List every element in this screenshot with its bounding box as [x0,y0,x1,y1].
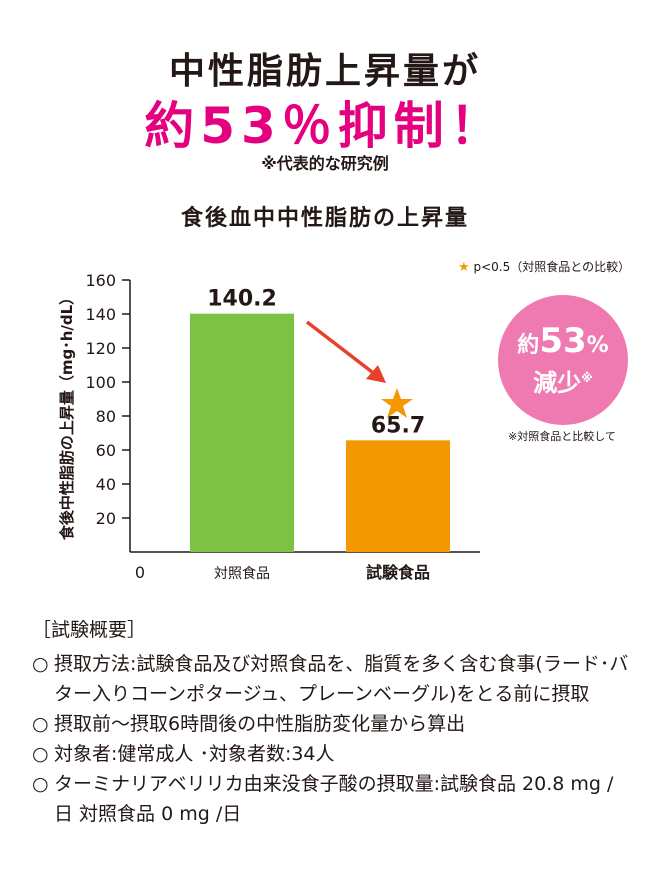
headline-note: ※代表的な研究例 [261,154,389,173]
x-category-label: 対照食品 [214,565,270,582]
significance-note: ★ p<0.5（対照食品との比較） [458,258,630,275]
y-zero-label: 0 [135,563,145,582]
y-tick-label: 20 [96,509,116,528]
y-axis-ticks: 160 140 120 100 80 60 40 20 [85,271,130,528]
y-tick-label: 60 [96,441,116,460]
study-summary: ［試験概要］ ○ 摂取方法:試験食品及び対照食品を、脂質を多く含む食事(ラード･バ… [32,615,632,829]
summary-item: ○ ターミナリアベリリカ由来没食子酸の摂取量:試験食品 20.8 mg /日 対照… [32,769,632,829]
decrease-arrow [305,320,378,377]
circle-bullet-icon: ○ [32,653,49,675]
significance-note-text: p<0.5（対照食品との比較） [473,260,631,274]
y-axis-label: 食後中性脂肪の上昇量（mg･h/dL） [58,290,76,540]
x-category-label: 試験食品 [366,563,430,582]
badge-number: 53 [539,321,587,361]
summary-item-text: 摂取前〜摂取6時間後の中性脂肪変化量から算出 [54,713,466,735]
badge-mark: ※ [581,371,593,385]
circle-bullet-icon: ○ [32,743,49,765]
summary-item-text: 対象者:健常成人 ･対象者数:34人 [54,743,335,765]
bar-2 [346,440,450,552]
summary-item: ○ 対象者:健常成人 ･対象者数:34人 [32,739,632,769]
headline-line2: 約53％抑制！ [144,97,506,155]
bar-value-label: 65.7 [371,413,425,438]
circle-bullet-icon: ○ [32,773,49,795]
badge-text: 減少 [533,369,582,397]
y-tick-label: 40 [96,475,116,494]
badge-note: ※対照食品と比較して [508,430,616,443]
y-tick-label: 160 [85,271,116,290]
reduction-badge: 約53% 減少※ [498,295,628,425]
bar-value-label: 140.2 [207,287,277,312]
bar-1 [190,313,294,552]
y-tick-label: 100 [85,373,116,392]
summary-list: ○ 摂取方法:試験食品及び対照食品を、脂質を多く含む食事(ラード･バター入りコーン… [32,649,632,829]
badge-prefix: 約 [517,333,540,358]
badge-unit: % [586,333,609,358]
circle-bullet-icon: ○ [32,713,49,735]
headline-line1: 中性脂肪上昇量が [168,51,481,92]
summary-item: ○ 摂取方法:試験食品及び対照食品を、脂質を多く含む食事(ラード･バター入りコーン… [32,649,632,709]
star-icon-marker [381,388,413,418]
summary-heading: ［試験概要］ [32,619,147,641]
y-tick-label: 140 [85,305,116,324]
y-tick-label: 120 [85,339,116,358]
chart-title: 食後血中中性脂肪の上昇量 [180,206,469,231]
summary-item-text: 摂取方法:試験食品及び対照食品を、脂質を多く含む食事(ラード･バター入りコーンポ… [54,653,629,705]
star-icon: ★ [458,260,470,275]
summary-item: ○ 摂取前〜摂取6時間後の中性脂肪変化量から算出 [32,709,632,739]
summary-item-text: ターミナリアベリリカ由来没食子酸の摂取量:試験食品 20.8 mg /日 対照食… [54,773,614,825]
bars-group: 140.2 対照食品 65.7 試験食品 [190,287,450,582]
decrease-arrow-head [366,365,386,383]
y-tick-label: 80 [96,407,116,426]
